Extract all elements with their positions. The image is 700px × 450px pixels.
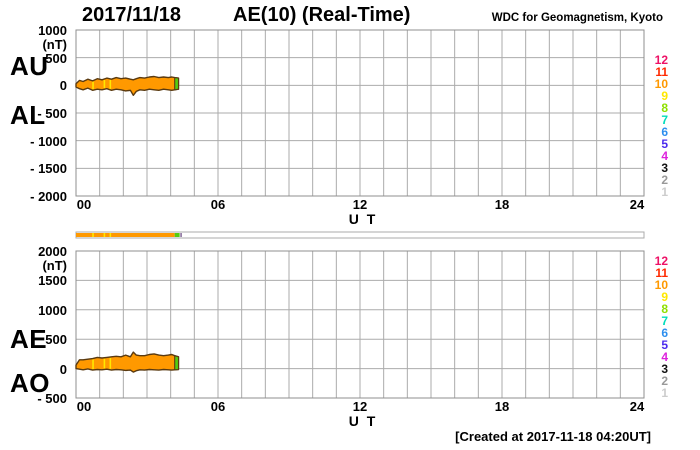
data-band-tip [174, 76, 180, 91]
availability-tick [109, 233, 112, 237]
ytick-label: 2000 [38, 244, 67, 259]
station-count-7: 7 [661, 113, 668, 127]
xtick-label: 18 [494, 399, 510, 414]
station-count-11: 11 [655, 266, 668, 280]
ytick-label: 1000 [38, 303, 67, 318]
station-count-2: 2 [661, 173, 668, 187]
plot-date: 2017/11/18 [82, 4, 181, 26]
availability-tick [92, 233, 94, 237]
station-count-6: 6 [661, 125, 668, 139]
station-count-8: 8 [661, 101, 668, 115]
label-ao: AO [10, 368, 50, 398]
station-count-3: 3 [661, 362, 668, 376]
unit-label-bottom: (nT) [42, 258, 67, 273]
station-count-2: 2 [661, 374, 668, 388]
label-au: AU [10, 51, 49, 81]
data-source-label: WDC for Geomagnetism, Kyoto [491, 12, 663, 24]
station-count-5: 5 [661, 137, 668, 151]
station-count-legend-bottom: 12 11 10 9 8 7 6 5 4 3 2 1 [641, 255, 668, 399]
xaxis-title-bottom: U T [348, 413, 378, 429]
station-count-12: 12 [654, 254, 668, 268]
ytick-label: - 1000 [30, 134, 67, 149]
label-al: AL [10, 100, 46, 130]
station-count-4: 4 [661, 350, 668, 364]
station-count-5: 5 [661, 338, 668, 352]
ytick-label: 500 [45, 332, 67, 347]
ytick-label: 0 [59, 78, 67, 93]
station-count-10: 10 [654, 278, 668, 292]
station-count-12: 12 [654, 53, 668, 67]
station-count-4: 4 [661, 149, 668, 163]
station-count-legend-top: 12 11 10 9 8 7 6 5 4 3 2 1 [641, 54, 668, 198]
availability-segment [174, 233, 180, 237]
page-title: AE(10) (Real-Time) [233, 4, 411, 26]
availability-tick [180, 233, 182, 237]
station-count-9: 9 [661, 290, 668, 304]
created-at-label: [Created at 2017-11-18 04:20UT] [455, 429, 651, 444]
station-count-7: 7 [661, 314, 668, 328]
ytick-label: 1000 [38, 23, 67, 38]
ytick-label: 0 [59, 362, 67, 377]
station-count-3: 3 [661, 161, 668, 175]
availability-bar [75, 231, 645, 239]
unit-label-top: (nT) [42, 37, 67, 52]
availability-segment [76, 233, 175, 237]
label-ae: AE [10, 324, 48, 354]
ytick-label: - 500 [37, 391, 67, 406]
ytick-label: - 2000 [30, 189, 67, 204]
xtick-label: 12 [352, 399, 368, 414]
data-band-tip [174, 354, 180, 371]
station-count-8: 8 [661, 302, 668, 316]
xtick-label: 24 [629, 399, 645, 414]
xtick-label: 18 [494, 197, 510, 212]
ytick-label: 500 [45, 51, 67, 66]
availability-tick [103, 233, 106, 237]
station-count-11: 11 [655, 65, 668, 79]
xtick-label: 24 [629, 197, 645, 212]
ytick-label: 1500 [38, 273, 67, 288]
station-count-1: 1 [661, 386, 668, 400]
xaxis-title-top: U T [348, 211, 378, 227]
xtick-label: 00 [76, 399, 92, 414]
ytick-label: - 500 [37, 106, 67, 121]
xtick-label: 00 [76, 197, 92, 212]
xtick-label: 12 [352, 197, 368, 212]
station-count-1: 1 [661, 185, 668, 199]
plot-grid-0 [75, 29, 645, 197]
xtick-label: 06 [210, 399, 226, 414]
station-count-10: 10 [654, 77, 668, 91]
xtick-label: 06 [210, 197, 226, 212]
station-count-9: 9 [661, 89, 668, 103]
station-count-6: 6 [661, 326, 668, 340]
ytick-label: - 1500 [30, 161, 67, 176]
